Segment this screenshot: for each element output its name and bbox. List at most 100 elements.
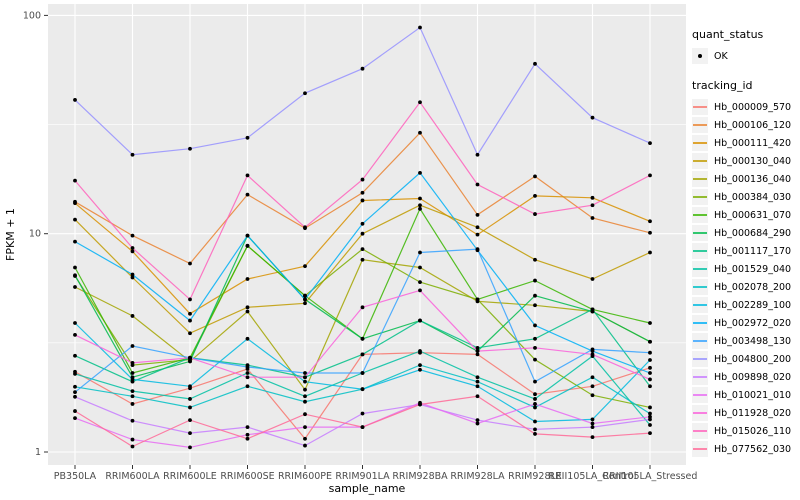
data-point	[590, 417, 595, 422]
legend-item-label: Hb_000111_420	[714, 137, 792, 149]
data-point	[418, 280, 422, 285]
data-point	[590, 115, 595, 120]
legend-color-line	[693, 376, 707, 378]
data-point	[418, 100, 422, 105]
data-point	[188, 445, 192, 450]
legend-color-line	[693, 232, 707, 234]
data-point	[418, 250, 422, 255]
data-point	[188, 397, 192, 401]
legend-item-label: Hb_000631_070	[714, 209, 792, 221]
data-point	[73, 390, 77, 395]
data-point	[303, 443, 307, 448]
legend-key-swatch	[692, 441, 708, 457]
data-point	[475, 225, 480, 230]
data-point	[475, 379, 480, 384]
data-point	[130, 272, 135, 277]
data-point	[648, 141, 652, 146]
legend-title-tracking-id: tracking_id	[692, 79, 753, 92]
data-point	[360, 198, 365, 203]
data-point	[245, 305, 250, 310]
data-point	[533, 336, 537, 341]
data-point	[475, 182, 480, 187]
legend-item-Hb_015026_110: Hb_015026_110	[692, 422, 798, 440]
legend-item-label: Hb_001117_170	[714, 245, 792, 257]
data-point	[130, 360, 135, 365]
data-point	[533, 432, 537, 436]
legend-color-line	[693, 322, 707, 324]
x-tick-label: RRIM600LA	[105, 471, 160, 482]
legend-item-Hb_001529_040: Hb_001529_040	[692, 260, 798, 278]
data-point	[130, 437, 135, 442]
legend-item-Hb_002078_200: Hb_002078_200	[692, 278, 798, 296]
data-point	[303, 225, 307, 230]
data-point	[73, 273, 77, 278]
legend-color-line	[693, 448, 707, 450]
legend-color-line	[693, 286, 707, 288]
data-point	[418, 318, 422, 323]
legend-item-label: Hb_000384_030	[714, 191, 792, 203]
data-point	[475, 349, 480, 353]
data-point	[648, 321, 652, 325]
data-point	[303, 264, 307, 269]
data-point	[245, 365, 250, 369]
data-point	[303, 387, 307, 392]
data-point	[418, 265, 422, 270]
legend-key-swatch	[692, 225, 708, 241]
legend-item-Hb_001117_170: Hb_001117_170	[692, 242, 798, 260]
legend-item-Hb_011928_020: Hb_011928_020	[692, 404, 798, 422]
data-point	[475, 375, 480, 380]
legend-color-line	[693, 142, 707, 144]
data-point	[130, 275, 135, 280]
data-point	[590, 216, 595, 220]
data-point	[533, 303, 537, 308]
legend-item-Hb_000009_570: Hb_000009_570	[692, 98, 798, 116]
data-point	[648, 417, 652, 422]
legend-color-line	[693, 358, 707, 360]
legend-item-label: Hb_000130_040	[714, 155, 792, 167]
legend-color-line	[693, 214, 707, 216]
legend-item-Hb_002972_020: Hb_002972_020	[692, 314, 798, 332]
legend-color-line	[693, 412, 707, 414]
data-point	[303, 293, 307, 298]
point-marker-icon	[698, 54, 702, 58]
data-point	[533, 257, 537, 262]
data-point	[130, 344, 135, 348]
data-point	[533, 293, 537, 298]
data-point	[245, 277, 250, 281]
data-point	[303, 425, 307, 430]
data-point	[188, 384, 192, 389]
legend-color-line	[693, 124, 707, 126]
legend-tracking-id-items: Hb_000009_570 Hb_000106_120 Hb_000111_420 H…	[692, 98, 798, 458]
data-point	[590, 352, 595, 357]
data-point	[188, 261, 192, 266]
data-point	[73, 353, 77, 358]
data-point	[245, 135, 250, 140]
data-point	[475, 212, 480, 217]
legend-key-swatch	[692, 405, 708, 421]
data-point	[475, 352, 480, 357]
data-point	[648, 365, 652, 370]
legend-color-line	[693, 160, 707, 162]
legend-item-label: Hb_000136_040	[714, 173, 792, 185]
data-point	[533, 392, 537, 397]
data-point	[475, 152, 480, 157]
legend-item-label: OK	[714, 50, 728, 62]
data-point	[590, 203, 595, 208]
legend-key-swatch	[692, 207, 708, 223]
legend-item-Hb_000631_070: Hb_000631_070	[692, 206, 798, 224]
data-point	[533, 357, 537, 362]
legend-key-swatch	[692, 135, 708, 151]
data-point	[130, 371, 135, 375]
data-point	[418, 130, 422, 135]
legend-item-Hb_003498_130: Hb_003498_130	[692, 332, 798, 350]
x-tick-label: PB350LA	[54, 471, 97, 482]
data-point	[648, 230, 652, 235]
data-point	[303, 412, 307, 417]
data-point	[648, 350, 652, 355]
legend-item-label: Hb_000684_290	[714, 227, 792, 239]
data-point	[130, 394, 135, 399]
x-tick-label: RRIM928LA	[450, 471, 505, 482]
legend-color-line	[693, 250, 707, 252]
data-point	[418, 196, 422, 201]
